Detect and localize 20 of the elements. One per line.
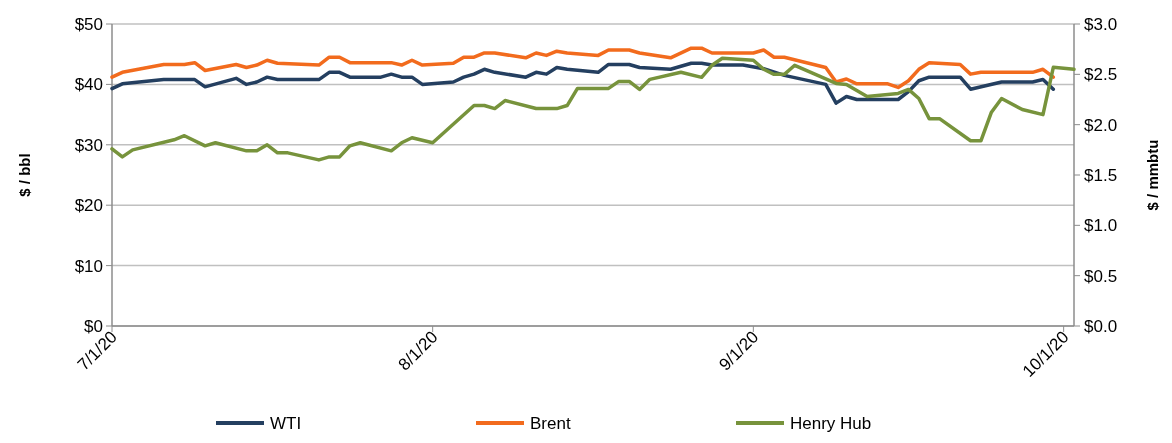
y-tick-label: $40: [74, 75, 103, 95]
line-series: [110, 61, 1056, 105]
y2-tick-label: $1.5: [1084, 165, 1118, 185]
y2-tick-label: $2.0: [1084, 115, 1118, 135]
legend-label: WTI: [270, 413, 302, 433]
line-series: [110, 46, 1056, 90]
y-tick-label: $50: [74, 14, 103, 34]
y-tick-label: $10: [74, 256, 103, 276]
y-tick-label: $20: [74, 196, 103, 216]
y2-tick-label: $2.5: [1084, 65, 1118, 85]
y-tick-label: $30: [74, 135, 103, 155]
y2-tick-label: $3.0: [1084, 14, 1118, 34]
legend-label: Henry Hub: [790, 413, 872, 433]
y2-tick-label: $1.0: [1084, 216, 1118, 236]
line-series: [110, 56, 1076, 162]
y-axis-title: $ / bbl: [16, 153, 33, 197]
y2-tick-label: $0.0: [1084, 316, 1118, 336]
legend-label: Brent: [530, 413, 571, 433]
y2-axis-title: $ / mmbtu: [1144, 139, 1161, 211]
y2-tick-label: $0.5: [1084, 266, 1118, 286]
